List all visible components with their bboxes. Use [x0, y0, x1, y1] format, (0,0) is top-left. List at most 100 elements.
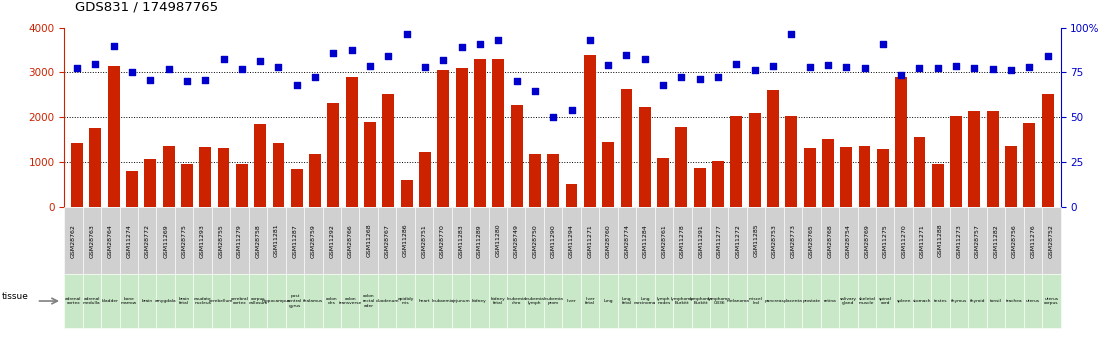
Bar: [658, 158, 669, 207]
Bar: [328, 104, 340, 207]
Bar: [896, 77, 907, 207]
Text: GSM28768: GSM28768: [827, 224, 832, 257]
Point: [86, 62, 104, 67]
Bar: [840, 147, 852, 207]
Text: melanoma: melanoma: [726, 299, 749, 303]
Text: GSM11281: GSM11281: [273, 224, 279, 257]
Point: [654, 82, 672, 88]
Bar: [90, 128, 102, 207]
Point: [892, 72, 910, 78]
Text: trachea: trachea: [1006, 299, 1023, 303]
Text: kidney
fetal: kidney fetal: [490, 297, 505, 305]
Text: GSM28769: GSM28769: [865, 224, 869, 258]
Text: GSM28756: GSM28756: [1012, 224, 1017, 257]
Text: GSM28752: GSM28752: [1048, 224, 1054, 258]
Bar: [474, 59, 486, 207]
Text: GSM11272: GSM11272: [735, 224, 741, 258]
Text: lung
carcinoma: lung carcinoma: [634, 297, 656, 305]
Bar: [493, 59, 504, 207]
Text: uterus
corpus: uterus corpus: [1044, 297, 1058, 305]
Point: [434, 57, 452, 63]
Text: testes: testes: [934, 299, 948, 303]
Point: [581, 37, 599, 42]
Text: jejunum: jejunum: [452, 299, 469, 303]
Text: adrenal
medulla: adrenal medulla: [83, 297, 101, 305]
Text: GSM11277: GSM11277: [716, 224, 722, 258]
Text: GSM11292: GSM11292: [329, 224, 334, 258]
Point: [232, 66, 250, 72]
Point: [123, 70, 141, 75]
Point: [929, 65, 946, 71]
Text: GSM11271: GSM11271: [920, 224, 924, 257]
Text: GSM28770: GSM28770: [439, 224, 445, 258]
Bar: [547, 154, 559, 207]
Text: thyroid: thyroid: [970, 299, 985, 303]
Bar: [420, 152, 431, 207]
Text: stomach: stomach: [913, 299, 931, 303]
Bar: [932, 164, 944, 207]
Bar: [859, 146, 870, 207]
Bar: [401, 180, 413, 207]
Point: [178, 78, 196, 83]
Bar: [218, 148, 229, 207]
Point: [856, 65, 873, 71]
Bar: [180, 164, 193, 207]
Text: GSM11291: GSM11291: [699, 224, 703, 257]
Text: kidney: kidney: [472, 299, 487, 303]
Point: [800, 64, 818, 70]
Text: GSM28762: GSM28762: [71, 224, 76, 258]
Text: GSM11280: GSM11280: [495, 224, 500, 257]
Bar: [199, 147, 211, 207]
Bar: [255, 124, 266, 207]
Text: GSM11270: GSM11270: [901, 224, 907, 257]
Point: [270, 64, 288, 69]
Bar: [309, 154, 321, 207]
Text: spinal
cord: spinal cord: [879, 297, 891, 305]
Text: cerebellum: cerebellum: [209, 299, 234, 303]
Bar: [950, 116, 962, 207]
Text: GSM11284: GSM11284: [643, 224, 648, 257]
Point: [69, 65, 86, 71]
Text: GSM11273: GSM11273: [956, 224, 962, 258]
Text: GSM11274: GSM11274: [126, 224, 132, 258]
Bar: [382, 95, 394, 207]
Text: GSM11271: GSM11271: [588, 224, 592, 257]
Bar: [986, 111, 999, 207]
Text: tissue: tissue: [2, 292, 29, 302]
Text: colon
rectal
ader: colon rectal ader: [362, 294, 375, 308]
Text: lymph
nodes: lymph nodes: [658, 297, 671, 305]
Point: [288, 82, 306, 88]
Text: GSM11286: GSM11286: [403, 224, 408, 257]
Bar: [529, 154, 541, 207]
Text: GSM11289: GSM11289: [477, 224, 482, 257]
Text: GSM28761: GSM28761: [661, 224, 666, 257]
Text: GSM28757: GSM28757: [975, 224, 980, 258]
Point: [416, 64, 434, 69]
Point: [251, 58, 269, 63]
Text: leukemia
lymph: leukemia lymph: [525, 297, 545, 305]
Bar: [877, 149, 889, 207]
Bar: [583, 56, 596, 207]
Text: corpus
callosum: corpus callosum: [248, 297, 268, 305]
Text: GSM28764: GSM28764: [107, 224, 113, 258]
Text: uterus: uterus: [1026, 299, 1039, 303]
Point: [984, 66, 1002, 72]
Point: [489, 37, 507, 43]
Text: GSM11275: GSM11275: [882, 224, 888, 257]
Text: cerebral
cortex: cerebral cortex: [230, 297, 248, 305]
Point: [105, 43, 123, 49]
Text: GSM11276: GSM11276: [1031, 224, 1035, 257]
Point: [1038, 53, 1056, 59]
Point: [673, 75, 691, 80]
Bar: [913, 137, 925, 207]
Point: [599, 62, 617, 68]
Text: GSM11290: GSM11290: [550, 224, 556, 257]
Point: [965, 65, 983, 71]
Bar: [675, 127, 687, 207]
Bar: [1042, 95, 1054, 207]
Text: GSM11287: GSM11287: [292, 224, 298, 257]
Bar: [748, 113, 761, 207]
Bar: [291, 169, 302, 207]
Text: GSM28759: GSM28759: [311, 224, 315, 258]
Text: GSM28758: GSM28758: [256, 224, 260, 257]
